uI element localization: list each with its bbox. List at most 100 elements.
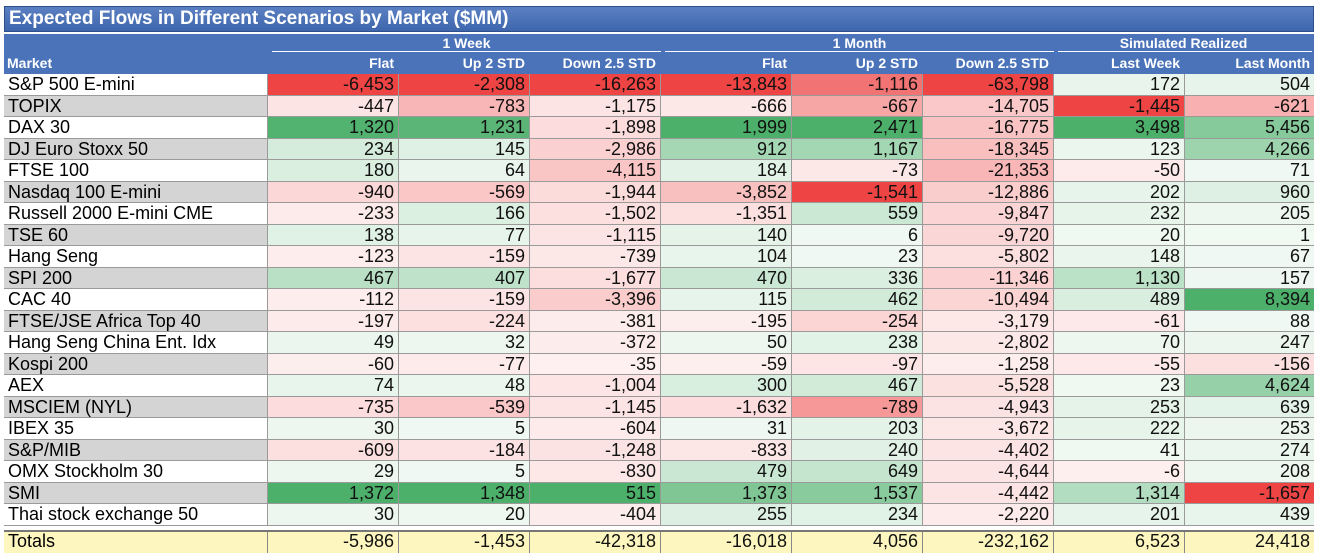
market-name: Thai stock exchange 50 xyxy=(8,504,199,524)
table-row: Hang Seng -123 -159 -739 104 23 -5,802 148 67 xyxy=(4,246,1314,268)
cell-1w-down: -830 xyxy=(529,461,660,482)
col-header-1w-down: Down 2.5 STD xyxy=(562,55,656,71)
cell-1m-up: 1,167 xyxy=(791,138,922,159)
col-header-last-week: Last Week xyxy=(1111,55,1180,71)
cell-last-week: 123 xyxy=(1053,138,1184,159)
cell-1m-flat: 1,373 xyxy=(660,482,791,503)
cell-1m-up: 2,471 xyxy=(791,117,922,138)
cell-1w-down: -604 xyxy=(529,418,660,439)
table-row: SPI 200 467 407 -1,677 470 336 -11,346 1,130 157 xyxy=(4,267,1314,289)
cell-1m-up: -1,116 xyxy=(791,74,922,95)
table-row: Thai stock exchange 50 30 20 -404 255 234 -2,2… xyxy=(4,504,1314,526)
cell-1w-up: 5 xyxy=(398,418,529,439)
cell-last-week: 23 xyxy=(1053,375,1184,396)
cell-last-month: 639 xyxy=(1184,396,1314,417)
cell-1w-flat: 30 xyxy=(267,504,398,525)
cell-last-week: 3,498 xyxy=(1053,117,1184,138)
cell-1m-up: 234 xyxy=(791,504,922,525)
table-row: Hang Seng China Ent. Idx 49 32 -372 50 238 -2,… xyxy=(4,332,1314,354)
cell-last-month: -156 xyxy=(1184,353,1314,374)
cell-1w-down: -2,986 xyxy=(529,138,660,159)
cell-1m-down: -63,798 xyxy=(922,74,1053,95)
market-name: IBEX 35 xyxy=(8,418,75,438)
cell-1w-flat: -197 xyxy=(267,310,398,331)
cell-1w-flat: 1,372 xyxy=(267,482,398,503)
cell-1w-down: -1,145 xyxy=(529,396,660,417)
table-row: TSE 60 138 77 -1,115 140 6 -9,720 20 1 xyxy=(4,224,1314,246)
market-name: SPI 200 xyxy=(4,267,267,288)
cell-last-week: 232 xyxy=(1053,203,1184,224)
cell-last-week: 20 xyxy=(1053,224,1184,245)
total-1m-down: -232,162 xyxy=(922,532,1053,553)
cell-1w-up: 145 xyxy=(398,138,529,159)
cell-last-week: -61 xyxy=(1053,310,1184,331)
cell-last-month: 205 xyxy=(1184,203,1314,224)
cell-1m-flat: 470 xyxy=(660,267,791,288)
cell-1w-down: -404 xyxy=(529,504,660,525)
cell-1w-down: -3,396 xyxy=(529,289,660,310)
cell-1m-down: -1,258 xyxy=(922,353,1053,374)
cell-1w-down: 515 xyxy=(529,482,660,503)
cell-1m-flat: -666 xyxy=(660,95,791,116)
market-name: SMI xyxy=(4,482,267,503)
col-header-1w-flat: Flat xyxy=(369,55,394,71)
cell-1m-down: -21,353 xyxy=(922,160,1053,181)
col-header-1m-down: Down 2.5 STD xyxy=(955,55,1049,71)
cell-1m-up: 203 xyxy=(791,418,922,439)
group-header-1week: 1 Week xyxy=(442,35,491,51)
total-1w-down: -42,318 xyxy=(529,532,660,553)
cell-1m-flat: 140 xyxy=(660,224,791,245)
cell-last-week: 148 xyxy=(1053,246,1184,267)
total-1w-up: -1,453 xyxy=(398,532,529,553)
cell-last-week: 202 xyxy=(1053,181,1184,202)
cell-1m-flat: 104 xyxy=(660,246,791,267)
cell-last-month: 960 xyxy=(1184,181,1314,202)
cell-last-week: -50 xyxy=(1053,160,1184,181)
cell-1m-down: -9,847 xyxy=(922,203,1053,224)
cell-last-month: -1,657 xyxy=(1184,482,1314,503)
market-header: Market xyxy=(7,55,53,71)
group-header-1month: 1 Month xyxy=(832,35,887,51)
table-row: SMI 1,372 1,348 515 1,373 1,537 -4,442 1,314 -1,… xyxy=(4,482,1314,504)
cell-1m-flat: 50 xyxy=(660,332,791,353)
cell-1m-flat: 1,999 xyxy=(660,117,791,138)
cell-1m-down: -4,943 xyxy=(922,396,1053,417)
cell-1w-down: -1,004 xyxy=(529,375,660,396)
cell-last-week: 489 xyxy=(1053,289,1184,310)
cell-1w-flat: 234 xyxy=(267,138,398,159)
cell-1w-flat: -123 xyxy=(267,246,398,267)
cell-last-month: 247 xyxy=(1184,332,1314,353)
cell-1m-up: 336 xyxy=(791,267,922,288)
cell-1w-down: -372 xyxy=(529,332,660,353)
cell-last-week: 1,314 xyxy=(1053,482,1184,503)
market-name: FTSE/JSE Africa Top 40 xyxy=(4,310,267,331)
cell-1w-down: -381 xyxy=(529,310,660,331)
cell-1w-down: -4,115 xyxy=(529,160,660,181)
cell-1w-up: 5 xyxy=(398,461,529,482)
table-title: Expected Flows in Different Scenarios by… xyxy=(4,6,1314,32)
cell-last-month: 253 xyxy=(1184,418,1314,439)
cell-1w-down: -16,263 xyxy=(529,74,660,95)
market-name: TOPIX xyxy=(4,95,267,116)
market-name: MSCIEM (NYL) xyxy=(4,396,267,417)
cell-last-week: 1,130 xyxy=(1053,267,1184,288)
cell-last-month: 439 xyxy=(1184,504,1314,525)
cell-1m-flat: 184 xyxy=(660,160,791,181)
market-name: TSE 60 xyxy=(4,224,267,245)
cell-1w-down: -1,944 xyxy=(529,181,660,202)
cell-1m-up: -667 xyxy=(791,95,922,116)
cell-1w-up: 166 xyxy=(398,203,529,224)
cell-1m-down: -2,802 xyxy=(922,332,1053,353)
cell-1w-flat: -609 xyxy=(267,439,398,460)
cell-1w-up: 32 xyxy=(398,332,529,353)
cell-last-week: 201 xyxy=(1053,504,1184,525)
cell-last-week: 253 xyxy=(1053,396,1184,417)
table-row: DAX 30 1,320 1,231 -1,898 1,999 2,471 -16,775 3… xyxy=(4,117,1314,139)
cell-1w-up: -569 xyxy=(398,181,529,202)
cell-1m-up: 240 xyxy=(791,439,922,460)
cell-1w-flat: 138 xyxy=(267,224,398,245)
table-row: Russell 2000 E-mini CME -233 166 -1,502 -1,3… xyxy=(4,203,1314,225)
total-1m-up: 4,056 xyxy=(791,532,922,553)
cell-1m-down: -4,402 xyxy=(922,439,1053,460)
cell-last-month: 67 xyxy=(1184,246,1314,267)
